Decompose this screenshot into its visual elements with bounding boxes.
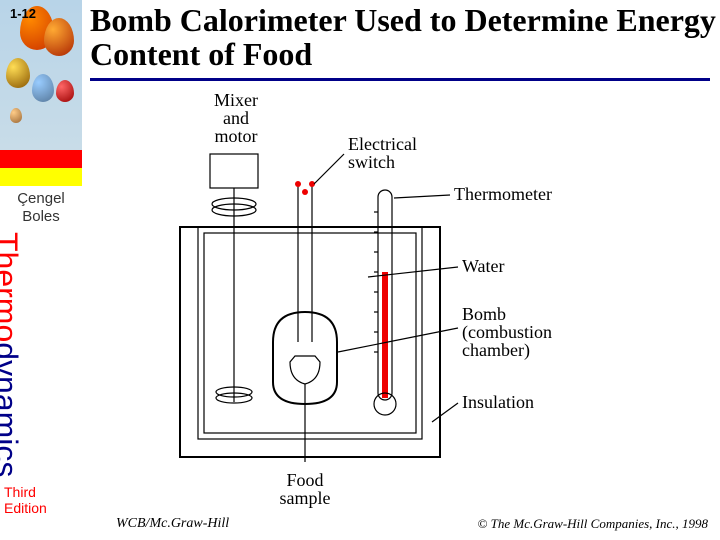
footer-right: © The Mc.Graw-Hill Companies, Inc., 1998 — [478, 516, 709, 532]
insulation-outer — [180, 227, 440, 457]
page-number: 1-12 — [10, 6, 36, 21]
book-title: Thermodynamics — [0, 232, 24, 492]
label-bomb-1: Bomb — [462, 304, 506, 324]
label-sample-1: Food — [286, 470, 323, 490]
label-water: Water — [462, 256, 505, 276]
leader-water — [368, 267, 458, 277]
label-mixer-2: and — [223, 108, 249, 128]
balloon-decor — [6, 58, 30, 88]
label-insulation: Insulation — [462, 392, 534, 412]
calorimeter-diagram: Mixer and motor Electrical switch Thermo… — [150, 92, 590, 512]
switch-terminal-1 — [295, 181, 301, 187]
leader-switch — [314, 154, 344, 184]
sample-cup — [290, 356, 320, 384]
switch-terminal-3 — [302, 189, 308, 195]
author-2: Boles — [0, 208, 82, 226]
sidebar: 1-12 Çengel Boles Thermodynamics Third E… — [0, 0, 82, 540]
book-title-part1: Thermo — [0, 232, 24, 342]
book-title-part2: dynamics — [0, 342, 24, 477]
author-1: Çengel — [0, 190, 82, 208]
red-band — [0, 150, 82, 168]
leader-insulation — [432, 403, 458, 422]
insulation-inner — [198, 227, 422, 439]
authors: Çengel Boles — [0, 186, 82, 226]
balloon-decor — [56, 80, 74, 102]
label-mixer-3: motor — [215, 126, 258, 146]
page-title: Bomb Calorimeter Used to Determine Energ… — [90, 4, 720, 71]
balloon-decor — [32, 74, 54, 102]
label-sample-2: sample — [280, 488, 331, 508]
balloon-decor — [10, 108, 22, 123]
label-thermometer: Thermometer — [454, 184, 552, 204]
label-bomb-3: chamber) — [462, 340, 530, 361]
label-switch-1: Electrical — [348, 134, 417, 154]
balloon-photo — [0, 0, 82, 150]
yellow-band — [0, 168, 82, 186]
balloon-decor — [44, 18, 74, 56]
mixer-motor-box — [210, 154, 258, 188]
title-underline — [90, 78, 710, 81]
leader-thermometer — [394, 195, 450, 198]
footer-left: WCB/Mc.Graw-Hill — [116, 516, 229, 532]
label-switch-2: switch — [348, 152, 395, 172]
edition: Third Edition — [4, 484, 82, 516]
thermometer-fluid — [382, 272, 388, 398]
